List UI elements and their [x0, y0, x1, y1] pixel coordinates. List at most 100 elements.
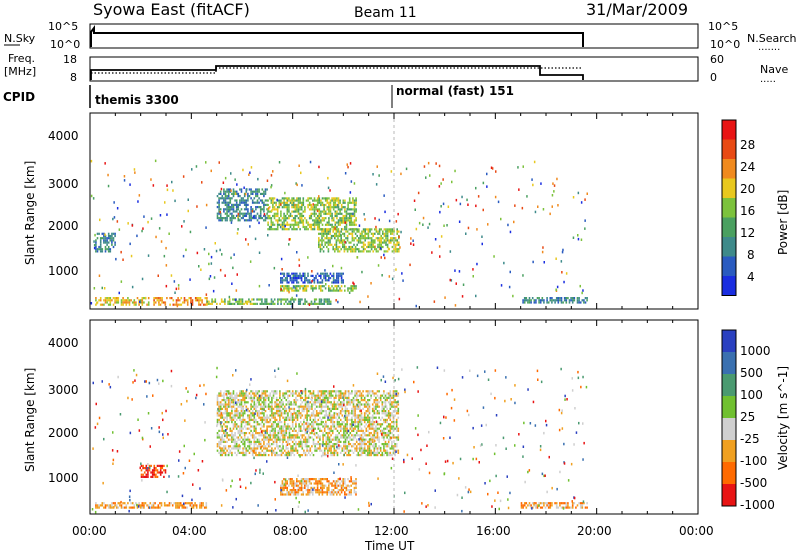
- nave-label: Nave: [760, 63, 788, 76]
- power-echo-region-8: [280, 272, 344, 284]
- power-cb-tick-4: 4: [747, 270, 755, 284]
- x-tick-0400: 04:00: [172, 524, 207, 538]
- freq-label-2: [MHz]: [4, 65, 36, 78]
- velocity-ylabel: Slant Range [km]: [23, 368, 37, 472]
- freq-tick-low: 8: [70, 71, 77, 84]
- nave-legend: .....: [760, 74, 776, 85]
- power-echo-region-5: [216, 188, 268, 222]
- power-colorbar-label: Power [dB]: [776, 190, 790, 255]
- power-ytick-4000: 4000: [48, 129, 79, 143]
- power-data-layer: [89, 113, 699, 309]
- x-tick-0800: 08:00: [273, 524, 308, 538]
- power-colorbar-frame: [721, 119, 737, 296]
- beam-title: Beam 11: [354, 5, 417, 21]
- freq-trace: [90, 65, 584, 80]
- power-colorbar-swatch: [722, 120, 736, 140]
- power-cb-tick-24: 24: [740, 160, 755, 174]
- velocity-colorbar-swatch: [722, 462, 736, 484]
- velocity-echo-region-2: [216, 390, 400, 457]
- velocity-ytick-2000: 2000: [48, 426, 79, 440]
- velocity-cb-tick-neg500: -500: [740, 476, 767, 490]
- velocity-echo-region-4: [520, 502, 588, 509]
- power-cb-tick-20: 20: [740, 182, 755, 196]
- freq-frame: [89, 56, 699, 82]
- velocity-ytick-4000: 4000: [48, 336, 79, 350]
- power-colorbar-swatch: [722, 159, 736, 179]
- power-colorbar-swatch: [722, 198, 736, 218]
- power-echo-region-1: [153, 297, 208, 306]
- velocity-data-layer: [89, 320, 699, 514]
- velocity-cb-tick-neg25: -25: [740, 432, 760, 446]
- velocity-cb-tick-neg1000: -1000: [740, 498, 775, 512]
- velocity-cb-tick-100: 100: [740, 388, 763, 402]
- velocity-panel: Slant Range [km] 4000 3000 2000 1000 100…: [23, 319, 790, 515]
- nsky-label: N.Sky: [4, 32, 36, 45]
- velocity-cb-tick-25: 25: [740, 410, 755, 424]
- power-ytick-3000: 3000: [48, 177, 79, 191]
- power-echo-region-sparse: [90, 159, 588, 308]
- x-tick-2000: 20:00: [577, 524, 612, 538]
- power-colorbar: [721, 119, 737, 296]
- nsky-tick-high: 10^5: [48, 20, 78, 33]
- power-cb-tick-28: 28: [740, 138, 755, 152]
- power-colorbar-swatch: [722, 217, 736, 237]
- power-colorbar-swatch: [722, 276, 736, 296]
- power-panel: Slant Range [km] 4000 3000 2000 1000 28 …: [23, 112, 790, 310]
- power-ylabel: Slant Range [km]: [23, 161, 37, 265]
- velocity-colorbar-swatch: [722, 374, 736, 396]
- power-echo-region-3: [256, 298, 332, 305]
- velocity-colorbar-swatch: [722, 418, 736, 440]
- nsearch-label: N.Search: [747, 32, 797, 45]
- power-colorbar-swatch: [722, 139, 736, 159]
- velocity-colorbar-swatch: [722, 330, 736, 352]
- velocity-colorbar-swatch: [722, 440, 736, 462]
- station-title: Syowa East (fitACF): [93, 0, 250, 19]
- power-colorbar-swatch: [722, 256, 736, 276]
- date-title: 31/Mar/2009: [586, 0, 688, 19]
- x-axis: 00:00 04:00 08:00 12:00 16:00 20:00 00:0…: [72, 524, 714, 553]
- x-tick-1600: 16:00: [476, 524, 511, 538]
- velocity-echo-region-sparse: [91, 366, 588, 514]
- nsky-trace: [90, 25, 584, 47]
- velocity-colorbar: [721, 329, 737, 507]
- velocity-cb-tick-1000: 1000: [740, 344, 771, 358]
- x-tick-0000: 00:00: [72, 524, 107, 538]
- nave-tick-low: 0: [710, 71, 717, 84]
- velocity-cb-tick-500: 500: [740, 366, 763, 380]
- cpid-program-2: normal (fast) 151: [396, 84, 514, 98]
- power-ytick-1000: 1000: [48, 264, 79, 278]
- velocity-colorbar-swatch: [722, 352, 736, 374]
- freq-tick-high: 18: [63, 53, 77, 66]
- nsearch-tick-high: 10^5: [708, 20, 738, 33]
- nsearch-legend: .......: [758, 42, 780, 53]
- power-ytick-2000: 2000: [48, 219, 79, 233]
- nsky-tick-low: 10^0: [50, 38, 80, 51]
- x-tick-1200: 12:00: [374, 524, 409, 538]
- velocity-colorbar-frame: [721, 329, 737, 507]
- velocity-ytick-1000: 1000: [48, 471, 79, 485]
- power-cb-tick-16: 16: [740, 204, 755, 218]
- velocity-cb-tick-neg100: -100: [740, 454, 767, 468]
- velocity-colorbar-swatch: [722, 396, 736, 418]
- velocity-colorbar-swatch: [722, 484, 736, 506]
- power-cb-tick-12: 12: [740, 226, 755, 240]
- velocity-colorbar-label: Velocity [m s^-1]: [776, 366, 790, 470]
- power-cb-tick-8: 8: [747, 248, 755, 262]
- velocity-echo-region-1: [140, 464, 167, 478]
- nsearch-tick-low: 10^0: [710, 38, 740, 51]
- cpid-program-1: themis 3300: [95, 93, 179, 107]
- cpid-label: CPID: [3, 90, 35, 104]
- x-axis-label: Time UT: [364, 539, 415, 553]
- x-tick-2400: 00:00: [679, 524, 714, 538]
- power-echo-region-4: [95, 232, 116, 253]
- power-colorbar-swatch: [722, 237, 736, 257]
- nave-trace: [91, 67, 583, 74]
- nave-tick-high: 60: [710, 53, 724, 66]
- velocity-ytick-3000: 3000: [48, 383, 79, 397]
- power-echo-region-0: [95, 297, 150, 306]
- power-colorbar-swatch: [722, 178, 736, 198]
- power-echo-region-7: [318, 228, 400, 253]
- power-echo-region-9: [280, 285, 357, 292]
- freq-label-1: Freq.: [8, 52, 35, 65]
